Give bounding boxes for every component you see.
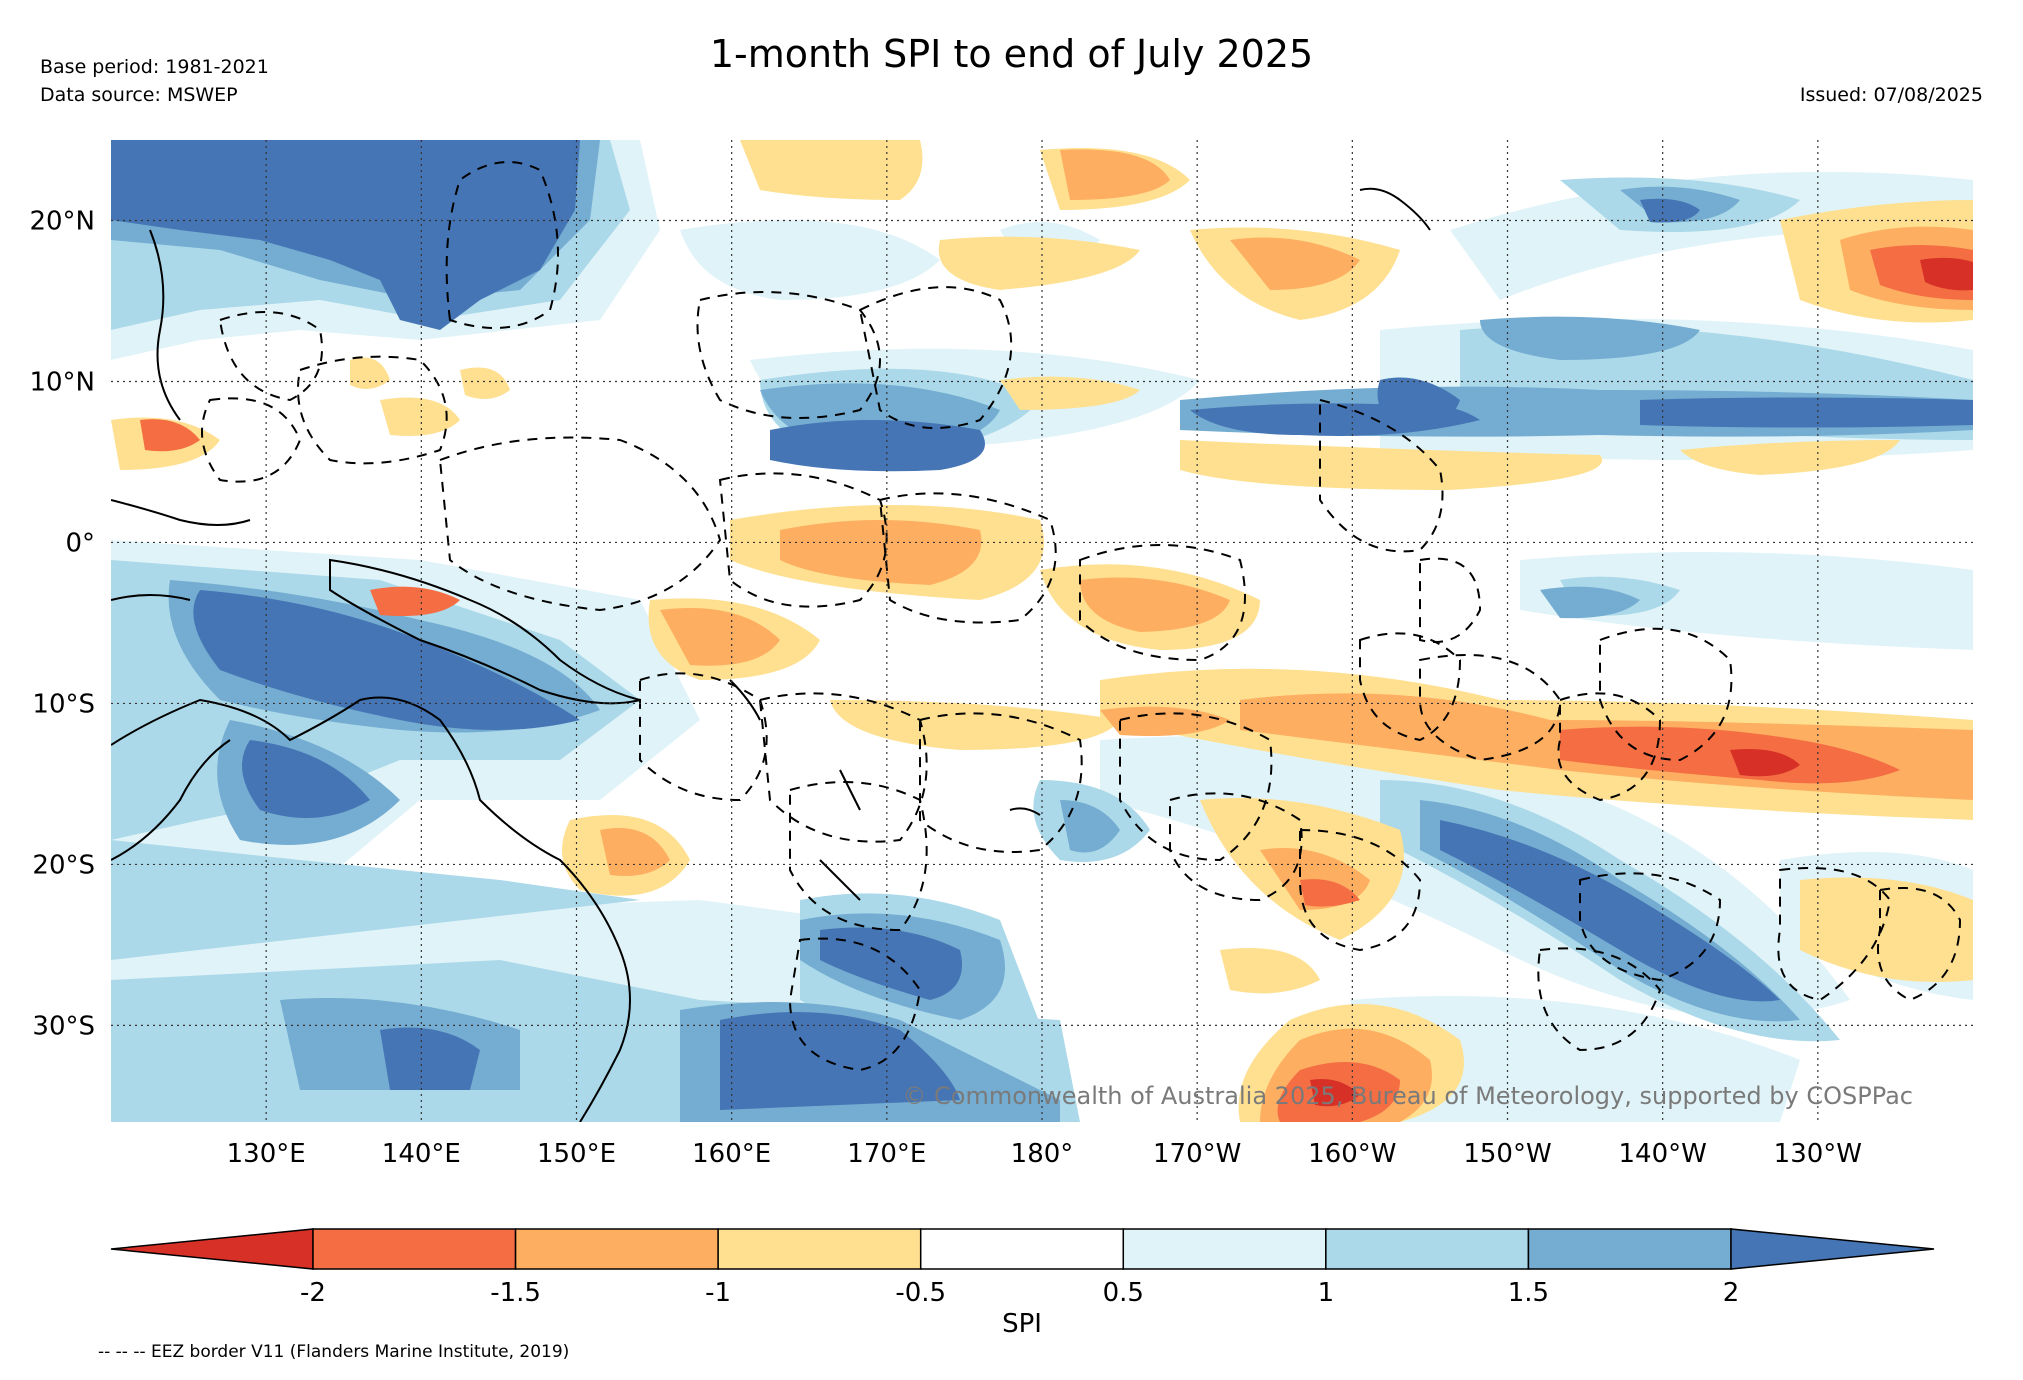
lat-tick-label: 20°S bbox=[32, 850, 95, 880]
colorbar-tick: 1.5 bbox=[1508, 1278, 1549, 1308]
colorbar-segment bbox=[1527, 1228, 1732, 1270]
spi-dry-extreme-regions bbox=[1310, 257, 1973, 1107]
hawaii bbox=[1359, 187, 1431, 231]
lat-tick-label: 10°S bbox=[32, 689, 95, 719]
colorbar-tick: 0.5 bbox=[1103, 1278, 1144, 1308]
sulawesi bbox=[111, 499, 251, 526]
australia-west-coast bbox=[111, 739, 231, 861]
lon-tick-label: 140°E bbox=[382, 1139, 461, 1169]
issued-date-label: Issued: 07/08/2025 bbox=[1799, 84, 1983, 106]
colorbar-segment bbox=[919, 1228, 1125, 1270]
copyright-notice: © Commonwealth of Australia 2025, Bureau… bbox=[902, 1082, 1913, 1110]
base-period-label: Base period: 1981-2021 bbox=[40, 56, 269, 78]
lat-tick-label: 30°S bbox=[32, 1011, 95, 1041]
colorbar-segment bbox=[1122, 1228, 1327, 1270]
map-title: 1-month SPI to end of July 2025 bbox=[709, 32, 1314, 76]
fiji bbox=[1009, 807, 1041, 816]
colorbar-segment bbox=[312, 1228, 517, 1270]
lat-tick-label: 20°N bbox=[29, 206, 95, 236]
colorbar-extend-high bbox=[1730, 1228, 1935, 1270]
solomon-islands bbox=[729, 679, 761, 721]
lon-tick-label: 150°E bbox=[537, 1139, 616, 1169]
colorbar-segment bbox=[514, 1228, 719, 1270]
lat-tick-label: 10°N bbox=[29, 367, 95, 397]
new-caledonia bbox=[819, 859, 861, 901]
gridlines bbox=[111, 140, 1973, 1122]
latitude-labels: 20°N 10°N 0° 10°S 20°S 30°S bbox=[29, 206, 95, 1041]
lon-tick-label: 150°W bbox=[1463, 1139, 1551, 1169]
longitude-labels: 130°E 140°E 150°E 160°E 170°E 180° 170°W 160°W 1… bbox=[227, 1139, 1862, 1169]
data-source-label: Data source: MSWEP bbox=[40, 84, 238, 106]
colorbar-tick: -2 bbox=[300, 1278, 326, 1308]
spi-wet-extreme-regions bbox=[111, 140, 1973, 1110]
colorbar-tick: -0.5 bbox=[895, 1278, 946, 1308]
lat-tick-label: 0° bbox=[65, 528, 95, 558]
map-area bbox=[111, 140, 1973, 1122]
colorbar-extend-low bbox=[110, 1228, 314, 1270]
lon-tick-label: 180° bbox=[1011, 1139, 1074, 1169]
vanuatu bbox=[839, 769, 861, 811]
colorbar-segment bbox=[717, 1228, 922, 1270]
lon-tick-label: 130°E bbox=[227, 1139, 306, 1169]
java-timor bbox=[111, 594, 191, 601]
colorbar-tick: -1 bbox=[705, 1278, 731, 1308]
lon-tick-label: 140°W bbox=[1618, 1139, 1706, 1169]
lon-tick-label: 170°E bbox=[847, 1139, 926, 1169]
philippines bbox=[149, 229, 181, 421]
lon-tick-label: 160°E bbox=[692, 1139, 771, 1169]
colorbar-tick: -1.5 bbox=[490, 1278, 541, 1308]
colorbar-title: SPI bbox=[1002, 1309, 1042, 1339]
colorbar-tick: 1 bbox=[1318, 1278, 1335, 1308]
colorbar-tick-labels: -2 -1.5 -1 -0.5 0.5 1 1.5 2 bbox=[300, 1278, 1739, 1308]
eez-footnote: -- -- -- EEZ border V11 (Flanders Marine… bbox=[98, 1342, 570, 1362]
lon-tick-label: 130°W bbox=[1774, 1139, 1862, 1169]
lon-tick-label: 170°W bbox=[1153, 1139, 1241, 1169]
lon-tick-label: 160°W bbox=[1308, 1139, 1396, 1169]
colorbar-tick: 2 bbox=[1723, 1278, 1740, 1308]
spi-colorbar bbox=[110, 1228, 1935, 1270]
eez-borders bbox=[201, 161, 1962, 1072]
colorbar-segment bbox=[1325, 1228, 1530, 1270]
australia-coast bbox=[111, 696, 631, 1122]
